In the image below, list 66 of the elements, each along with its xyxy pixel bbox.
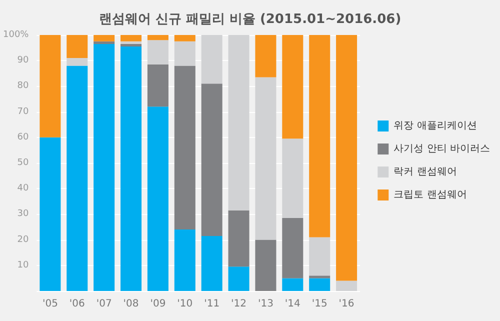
x-tick-label: '15 xyxy=(312,298,328,310)
bar xyxy=(147,40,168,64)
x-tick-label: '16 xyxy=(338,298,354,310)
bar xyxy=(147,35,168,40)
bar xyxy=(201,84,222,236)
bar xyxy=(201,236,222,291)
y-tick-label: 50 xyxy=(17,158,30,168)
bar xyxy=(309,237,330,276)
x-tick-label: '08 xyxy=(123,298,139,310)
y-tick-label: 40 xyxy=(17,184,30,194)
x-tick-label: '11 xyxy=(204,298,220,310)
bar xyxy=(228,210,250,267)
bar xyxy=(94,41,115,44)
x-tick-label: '13 xyxy=(258,298,274,310)
bar xyxy=(336,35,358,281)
x-tick-label: '07 xyxy=(96,298,112,310)
legend-label: 락커 랜섬웨어 xyxy=(394,166,457,178)
bar xyxy=(120,46,142,291)
legend-label: 크립토 랜섬웨어 xyxy=(394,190,467,200)
x-tick-label: '05 xyxy=(42,298,58,310)
legend-label: 위장 애플리케이션 xyxy=(394,120,477,132)
x-tick-label: '06 xyxy=(69,298,85,310)
bar xyxy=(201,35,222,84)
bar xyxy=(309,278,330,291)
bar xyxy=(309,35,330,238)
bar xyxy=(282,218,304,278)
bar xyxy=(282,278,304,291)
bar xyxy=(94,44,115,291)
bar xyxy=(147,106,168,291)
bar xyxy=(174,41,196,66)
x-tick-label: '10 xyxy=(177,298,193,310)
y-tick-label: 20 xyxy=(17,234,30,245)
bar xyxy=(147,64,168,107)
bar xyxy=(255,77,276,240)
bar xyxy=(94,35,115,42)
y-tick-label: 10 xyxy=(17,260,30,270)
bar xyxy=(66,35,88,58)
y-tick-label: 90 xyxy=(17,56,30,66)
bar xyxy=(174,66,196,230)
bar xyxy=(282,35,304,139)
y-tick-label: 80 xyxy=(17,81,30,92)
y-tick-label: 60 xyxy=(17,132,30,142)
bar xyxy=(255,35,276,78)
y-tick-label: 100% xyxy=(2,30,30,40)
bar xyxy=(228,266,250,291)
x-tick-label: '09 xyxy=(150,298,166,310)
bar xyxy=(120,44,142,47)
bar xyxy=(282,138,304,218)
bar xyxy=(255,240,276,291)
bar xyxy=(174,230,196,291)
y-tick-label: 70 xyxy=(17,106,30,117)
bar xyxy=(40,137,61,291)
y-tick-label: 30 xyxy=(17,209,30,220)
x-tick-label: '14 xyxy=(284,298,300,310)
bar xyxy=(66,66,88,291)
x-tick-label: '12 xyxy=(231,298,247,310)
bar xyxy=(120,35,142,42)
legend-label: 사기성 안티 바이러스 xyxy=(394,144,490,154)
bar xyxy=(309,276,330,278)
bar xyxy=(174,35,196,42)
bar xyxy=(228,35,250,210)
bar xyxy=(40,35,61,138)
chart-title: 랜섬웨어 신규 패밀리 비율 (2015.01~2016.06) xyxy=(98,12,402,27)
bar xyxy=(120,41,142,44)
bar xyxy=(336,280,358,291)
bar xyxy=(66,58,88,66)
